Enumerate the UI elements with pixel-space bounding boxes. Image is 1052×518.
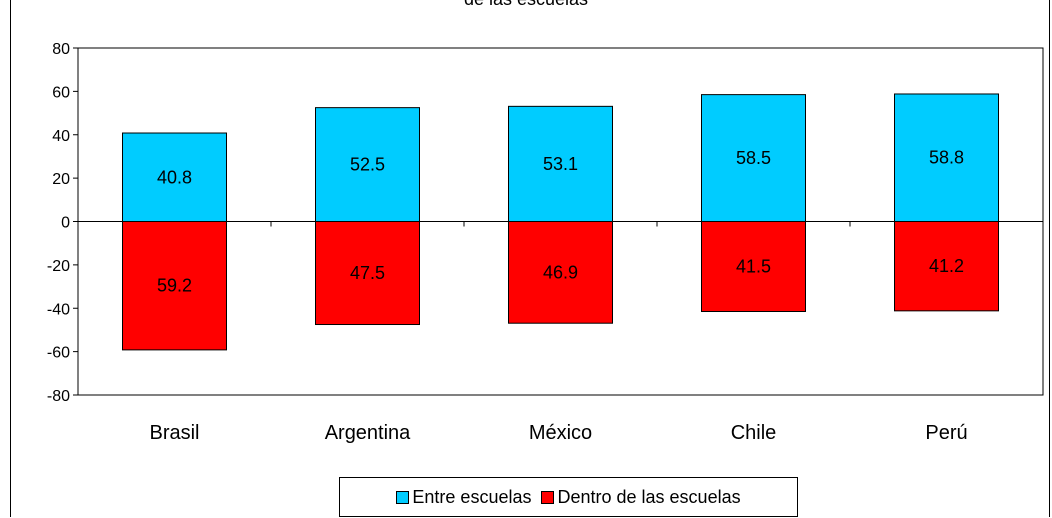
x-category-label: Chile xyxy=(731,422,777,444)
legend-item-dentro: Dentro de las escuelas xyxy=(541,487,740,508)
x-category-label: Argentina xyxy=(325,422,411,444)
legend-item-entre: Entre escuelas xyxy=(396,487,531,508)
data-label: 40.8 xyxy=(157,167,192,187)
x-category-label: Brasil xyxy=(149,422,199,444)
y-tick-label: 60 xyxy=(52,84,70,101)
data-label: 53.1 xyxy=(543,154,578,174)
x-category-label: México xyxy=(529,422,592,444)
y-tick-label: -80 xyxy=(47,388,70,405)
data-label: 46.9 xyxy=(543,262,578,282)
legend-label-entre: Entre escuelas xyxy=(412,487,531,508)
legend-swatch-dentro xyxy=(541,491,554,504)
bar-chart: 80 60 40 20 0 -20 -40 -60 -80 40.8 59.2 52.5 47.5 53… xyxy=(0,0,1052,470)
data-label: 41.2 xyxy=(929,256,964,276)
y-tick-label: 0 xyxy=(61,215,70,232)
y-axis: 80 60 40 20 0 -20 -40 -60 -80 xyxy=(47,41,78,405)
data-label: 58.8 xyxy=(929,148,964,168)
data-label: 58.5 xyxy=(736,148,771,168)
y-tick-label: -60 xyxy=(47,345,70,362)
legend-label-dentro: Dentro de las escuelas xyxy=(557,487,740,508)
legend: Entre escuelas Dentro de las escuelas xyxy=(339,477,798,517)
data-label: 52.5 xyxy=(350,155,385,175)
y-tick-label: 40 xyxy=(52,128,70,145)
y-tick-label: 80 xyxy=(52,41,70,58)
data-label: 41.5 xyxy=(736,257,771,277)
legend-swatch-entre xyxy=(396,491,409,504)
data-label: 59.2 xyxy=(157,276,192,296)
y-tick-label: -40 xyxy=(47,301,70,318)
y-tick-label: 20 xyxy=(52,171,70,188)
data-label: 47.5 xyxy=(350,263,385,283)
x-category-label: Perú xyxy=(925,422,967,444)
y-tick-label: -20 xyxy=(47,258,70,275)
